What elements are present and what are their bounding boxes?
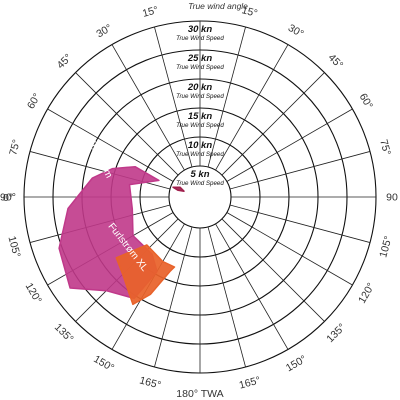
ring-sublabel-25kn: True Wind Speed — [176, 64, 224, 71]
spoke — [221, 72, 325, 176]
ring-label-30kn: 30 kn — [188, 24, 212, 35]
spoke — [215, 223, 289, 350]
ring-sublabel-20kn: True Wind Speed — [176, 93, 224, 100]
angle-tick-label: 90° — [0, 192, 16, 204]
ring-label-20kn: 20 kn — [187, 82, 212, 93]
spoke — [111, 44, 185, 171]
angle-tick-label: 90 — [386, 192, 398, 204]
spoke — [207, 26, 246, 168]
series-area-furlstr-m-xl — [115, 244, 176, 306]
angle-tick-label: 75° — [7, 138, 23, 156]
angle-tick-label: 165° — [238, 374, 262, 391]
ring-sublabel-15kn: True Wind Speed — [176, 122, 224, 129]
spoke — [154, 226, 193, 368]
angle-tick-label: 45° — [326, 52, 346, 72]
angle-tick-label: 30° — [94, 22, 114, 40]
angle-tick-label: 135° — [52, 321, 76, 345]
angle-tick-label: 105° — [377, 235, 394, 259]
angle-tick-label: 105° — [5, 235, 22, 259]
spoke — [229, 151, 371, 190]
angle-tick-label: 60° — [25, 91, 43, 111]
angle-tick-label: 15° — [141, 4, 159, 20]
ring-label-5kn: 5 kn — [190, 169, 209, 180]
spoke — [229, 204, 371, 243]
spoke — [226, 212, 353, 286]
ring-sublabel-10kn: True Wind Speed — [176, 151, 224, 158]
spoke — [207, 226, 246, 368]
ring-label-10kn: 10 kn — [188, 140, 212, 151]
angle-axis-label: 180° TWA — [176, 388, 223, 400]
angle-tick-label: 135° — [324, 321, 348, 345]
ring-sublabel-5kn: True Wind Speed — [176, 180, 224, 187]
angle-tick-label: 120° — [23, 281, 44, 306]
angle-tick-label: 120° — [356, 281, 377, 306]
angle-tick-label: 0° — [3, 192, 13, 204]
spoke — [154, 26, 193, 168]
spoke — [221, 218, 325, 322]
angle-tick-label: 150° — [284, 353, 309, 374]
spoke — [226, 108, 353, 182]
spoke — [47, 108, 174, 182]
series-area-marker — [172, 186, 185, 192]
angle-tick-label: 45° — [55, 52, 75, 72]
angle-tick-label: 165° — [138, 374, 162, 391]
series-label-0: Furlstrøm — [85, 137, 114, 180]
angle-tick-label: 60° — [357, 91, 375, 111]
angle-tick-label: 15° — [240, 4, 258, 20]
series-layer — [58, 165, 185, 306]
angle-tick-label: 30° — [286, 22, 306, 40]
ring-sublabel-30kn: True Wind Speed — [176, 35, 224, 42]
chart-title: True wind angle — [188, 1, 248, 11]
ring-label-15kn: 15 kn — [188, 111, 212, 122]
spoke — [75, 72, 179, 176]
spoke — [215, 44, 289, 171]
angle-tick-label: 150° — [91, 353, 116, 374]
ring-label-25kn: 25 kn — [187, 53, 212, 64]
angle-tick-label: 75° — [377, 138, 393, 156]
